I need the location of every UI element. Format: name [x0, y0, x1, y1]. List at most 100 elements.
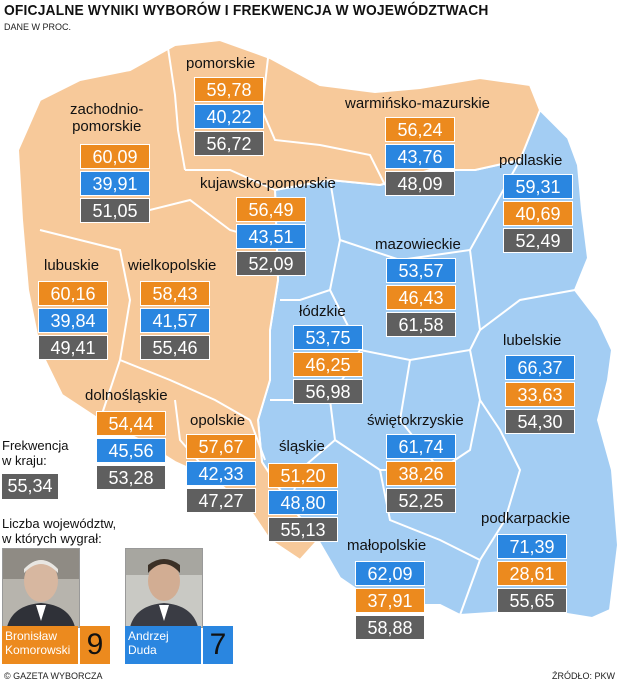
region-label-zachodniopomorskie: zachodnio- pomorskie: [70, 101, 143, 135]
duda-photo: [125, 548, 203, 628]
region-stack-wielkopolskie: 58,43 41,57 55,46: [140, 281, 210, 362]
region-stack-slaskie: 51,20 48,80 55,13: [268, 463, 338, 544]
duda-value: 43,76: [385, 144, 455, 169]
komorowski-value: 51,20: [268, 463, 338, 488]
region-stack-podkarpackie: 71,39 28,61 55,65: [497, 534, 567, 615]
duda-value: 43,51: [236, 224, 306, 249]
duda-value: 45,56: [96, 438, 166, 463]
turnout-value: 56,72: [194, 131, 264, 156]
region-label-lodzkie: łódzkie: [299, 303, 346, 320]
footer-source: ŹRÓDŁO: PKW: [552, 671, 616, 681]
candidate-first-name: Andrzej: [128, 629, 169, 643]
komorowski-value: 62,09: [355, 561, 425, 586]
komorowski-value: 59,31: [503, 174, 573, 199]
turnout-value: 55,13: [268, 517, 338, 542]
candidate-last-name: Komorowski: [5, 643, 71, 657]
duda-value: 40,69: [503, 201, 573, 226]
komorowski-name-box: Bronisław Komorowski: [2, 626, 78, 664]
region-stack-lubuskie: 60,16 39,84 49,41: [38, 281, 108, 362]
duda-value: 46,43: [386, 285, 456, 310]
region-label-lubelskie: lubelskie: [503, 332, 562, 349]
komorowski-value: 53,57: [386, 258, 456, 283]
turnout-value: 53,28: [96, 465, 166, 490]
komorowski-value: 56,24: [385, 117, 455, 142]
duda-name-box: Andrzej Duda: [125, 626, 201, 664]
candidate-last-name: Duda: [128, 643, 157, 657]
komorowski-value: 54,44: [96, 411, 166, 436]
national-turnout-value: 55,34: [2, 474, 58, 499]
duda-value: 39,91: [80, 171, 150, 196]
turnout-value: 61,58: [386, 312, 456, 337]
region-stack-swietokrzyskie: 61,74 38,26 52,25: [386, 434, 456, 515]
region-stack-lodzkie: 53,75 46,25 56,98: [293, 325, 363, 406]
turnout-value: 48,09: [385, 171, 455, 196]
duda-count: 7: [203, 626, 233, 664]
region-stack-malopolskie: 62,09 37,91 58,88: [355, 561, 425, 642]
duda-value: 41,57: [140, 308, 210, 333]
duda-value: 39,84: [38, 308, 108, 333]
komorowski-value: 60,09: [80, 144, 150, 169]
region-label-pomorskie: pomorskie: [186, 55, 256, 72]
region-stack-dolnoslaskie: 54,44 45,56 53,28: [96, 411, 166, 492]
komorowski-value: 56,49: [236, 197, 306, 222]
region-label-warminsko-mazurskie: warmińsko-mazurskie: [345, 95, 491, 112]
komorowski-value: 59,78: [194, 77, 264, 102]
turnout-value: 54,30: [505, 409, 575, 434]
region-label-malopolskie: małopolskie: [347, 537, 427, 554]
label-line: w których wygrał:: [2, 531, 102, 546]
turnout-value: 47,27: [186, 488, 256, 513]
duda-value: 40,22: [194, 104, 264, 129]
won-count-label: Liczba województw, w których wygrał:: [2, 516, 116, 546]
region-label-podlaskie: podlaskie: [499, 152, 563, 169]
komorowski-value: 61,74: [386, 434, 456, 459]
region-label-swietokrzyskie: świętokrzyskie: [367, 412, 464, 429]
label-line: w kraju:: [2, 453, 47, 468]
komorowski-count: 9: [80, 626, 110, 664]
region-stack-zachodniopomorskie: 60,09 39,91 51,05: [80, 144, 150, 225]
region-label-mazowieckie: mazowieckie: [375, 236, 461, 253]
region-label-line: zachodnio-: [70, 101, 144, 118]
region-label-lubuskie: lubuskie: [44, 257, 100, 274]
turnout-value: 52,25: [386, 488, 456, 513]
page-title: OFICJALNE WYNIKI WYBORÓW I FREKWENCJA W …: [4, 2, 489, 19]
region-stack-opolskie: 57,67 42,33 47,27: [186, 434, 256, 515]
candidate-first-name: Bronisław: [5, 629, 58, 643]
duda-value: 28,61: [497, 561, 567, 586]
region-label-dolnoslaskie: dolnośląskie: [85, 387, 168, 404]
turnout-value: 56,98: [293, 379, 363, 404]
footer-copyright: © GAZETA WYBORCZA: [4, 671, 103, 681]
page-subtitle: DANE W PROC.: [4, 22, 72, 32]
turnout-value: 55,65: [497, 588, 567, 613]
region-stack-pomorskie: 59,78 40,22 56,72: [194, 77, 264, 158]
region-stack-kujawsko-pomorskie: 56,49 43,51 52,09: [236, 197, 306, 278]
region-label-opolskie: opolskie: [190, 412, 246, 429]
region-label-podkarpackie: podkarpackie: [481, 510, 571, 527]
turnout-value: 52,49: [503, 228, 573, 253]
national-turnout-label: Frekwencja w kraju:: [2, 438, 68, 468]
region-stack-podlaskie: 59,31 40,69 52,49: [503, 174, 573, 255]
komorowski-value: 66,37: [505, 355, 575, 380]
komorowski-value: 71,39: [497, 534, 567, 559]
turnout-value: 51,05: [80, 198, 150, 223]
duda-value: 42,33: [186, 461, 256, 486]
turnout-value: 55,46: [140, 335, 210, 360]
region-borders: [39, 47, 576, 616]
region-stack-mazowieckie: 53,57 46,43 61,58: [386, 258, 456, 339]
duda-value: 37,91: [355, 588, 425, 613]
komorowski-value: 60,16: [38, 281, 108, 306]
komorowski-value: 58,43: [140, 281, 210, 306]
region-label-line: pomorskie: [72, 118, 142, 135]
region-label-slaskie: śląskie: [279, 438, 325, 455]
komorowski-value: 57,67: [186, 434, 256, 459]
komorowski-value: 53,75: [293, 325, 363, 350]
duda-value: 38,26: [386, 461, 456, 486]
komorowski-photo: [2, 548, 80, 628]
turnout-value: 52,09: [236, 251, 306, 276]
turnout-value: 58,88: [355, 615, 425, 640]
duda-value: 33,63: [505, 382, 575, 407]
label-line: Frekwencja: [2, 438, 69, 453]
duda-value: 46,25: [293, 352, 363, 377]
turnout-value: 49,41: [38, 335, 108, 360]
region-stack-warminsko-mazurskie: 56,24 43,76 48,09: [385, 117, 455, 198]
duda-value: 48,80: [268, 490, 338, 515]
